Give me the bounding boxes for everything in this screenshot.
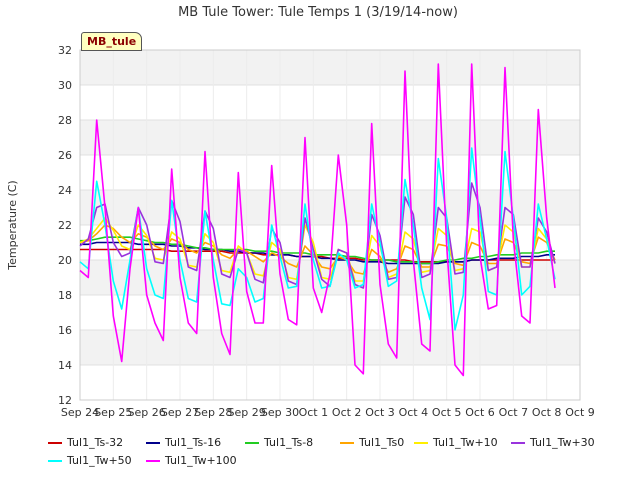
x-tick-label: Sep 28 <box>194 406 232 419</box>
x-tick-label: Sep 27 <box>161 406 199 419</box>
chart-title: MB Tule Tower: Tule Temps 1 (3/19/14-now… <box>178 5 458 20</box>
legend-item: Tul1_Ts-16 <box>146 436 221 449</box>
legend-item: Tul1_Ts-8 <box>245 436 313 449</box>
legend-swatch <box>340 442 354 444</box>
legend-swatch <box>146 460 160 462</box>
legend-item: Tul1_Ts-32 <box>48 436 123 449</box>
legend-label: Tul1_Tw+100 <box>165 454 237 467</box>
x-tick-label: Oct 6 <box>465 406 495 419</box>
legend-swatch <box>511 442 525 444</box>
series-line-tul1-tw-10 <box>79 217 556 282</box>
y-tick-label: 12 <box>58 394 72 407</box>
legend-swatch <box>146 442 160 444</box>
y-tick-label: 16 <box>58 324 72 337</box>
x-tick-label: Oct 4 <box>399 406 429 419</box>
station-badge: MB_tule <box>81 32 143 51</box>
x-tick-label: Sep 29 <box>228 406 266 419</box>
legend-swatch <box>414 442 428 444</box>
x-tick-label: Oct 5 <box>432 406 462 419</box>
legend-swatch <box>48 460 62 462</box>
legend: Tul1_Ts-32 Tul1_Ts-16 Tul1_Ts-8 Tul1_Ts0 Tul… <box>0 432 640 476</box>
series-line-tul1-tw-50 <box>79 147 556 331</box>
legend-label: Tul1_Tw+10 <box>433 436 498 449</box>
x-tick-label: Sep 26 <box>128 406 166 419</box>
y-tick-label: 14 <box>58 359 72 372</box>
x-tick-label: Oct 2 <box>332 406 362 419</box>
y-tick-label: 18 <box>58 289 72 302</box>
y-tick-label: 32 <box>58 44 72 57</box>
y-tick-label: 28 <box>58 114 72 127</box>
y-axis-label: Temperature (C) <box>6 180 19 270</box>
series-line-tul1-ts-8 <box>80 236 555 265</box>
x-tick-label: Sep 25 <box>94 406 132 419</box>
legend-swatch <box>245 442 259 444</box>
grid-band <box>80 120 580 155</box>
legend-label: Tul1_Ts-32 <box>67 436 124 449</box>
x-tick-label: Oct 8 <box>532 406 562 419</box>
legend-item: Tul1_Tw+100 <box>146 454 237 467</box>
x-tick-label: Oct 9 <box>565 406 595 419</box>
x-tick-label: Oct 7 <box>499 406 529 419</box>
legend-label: Tul1_Ts0 <box>359 436 405 449</box>
y-tick-label: 24 <box>58 184 72 197</box>
x-tick-label: Sep 30 <box>261 406 299 419</box>
x-tick-label: Oct 3 <box>365 406 395 419</box>
y-tick-label: 30 <box>58 79 72 92</box>
x-tick-label: Sep 24 <box>61 406 99 419</box>
series-line-tul1-tw-100 <box>79 63 556 377</box>
legend-item: Tul1_Tw+50 <box>48 454 132 467</box>
legend-label: Tul1_Ts-8 <box>264 436 314 449</box>
grid-band <box>80 330 580 365</box>
grid-band <box>80 50 580 85</box>
legend-item: Tul1_Ts0 <box>340 436 404 449</box>
legend-label: Tul1_Tw+50 <box>67 454 132 467</box>
legend-label: Tul1_Tw+30 <box>530 436 595 449</box>
y-tick-label: 22 <box>58 219 72 232</box>
legend-item: Tul1_Tw+10 <box>414 436 498 449</box>
grid-band <box>80 190 580 225</box>
series-line-tul1-tw-30 <box>79 182 556 289</box>
legend-item: Tul1_Tw+30 <box>511 436 595 449</box>
y-tick-label: 20 <box>58 254 72 267</box>
x-tick-label: Oct 1 <box>299 406 329 419</box>
legend-label: Tul1_Ts-16 <box>165 436 222 449</box>
y-tick-label: 26 <box>58 149 72 162</box>
legend-swatch <box>48 442 62 444</box>
plot-frame <box>79 49 581 401</box>
